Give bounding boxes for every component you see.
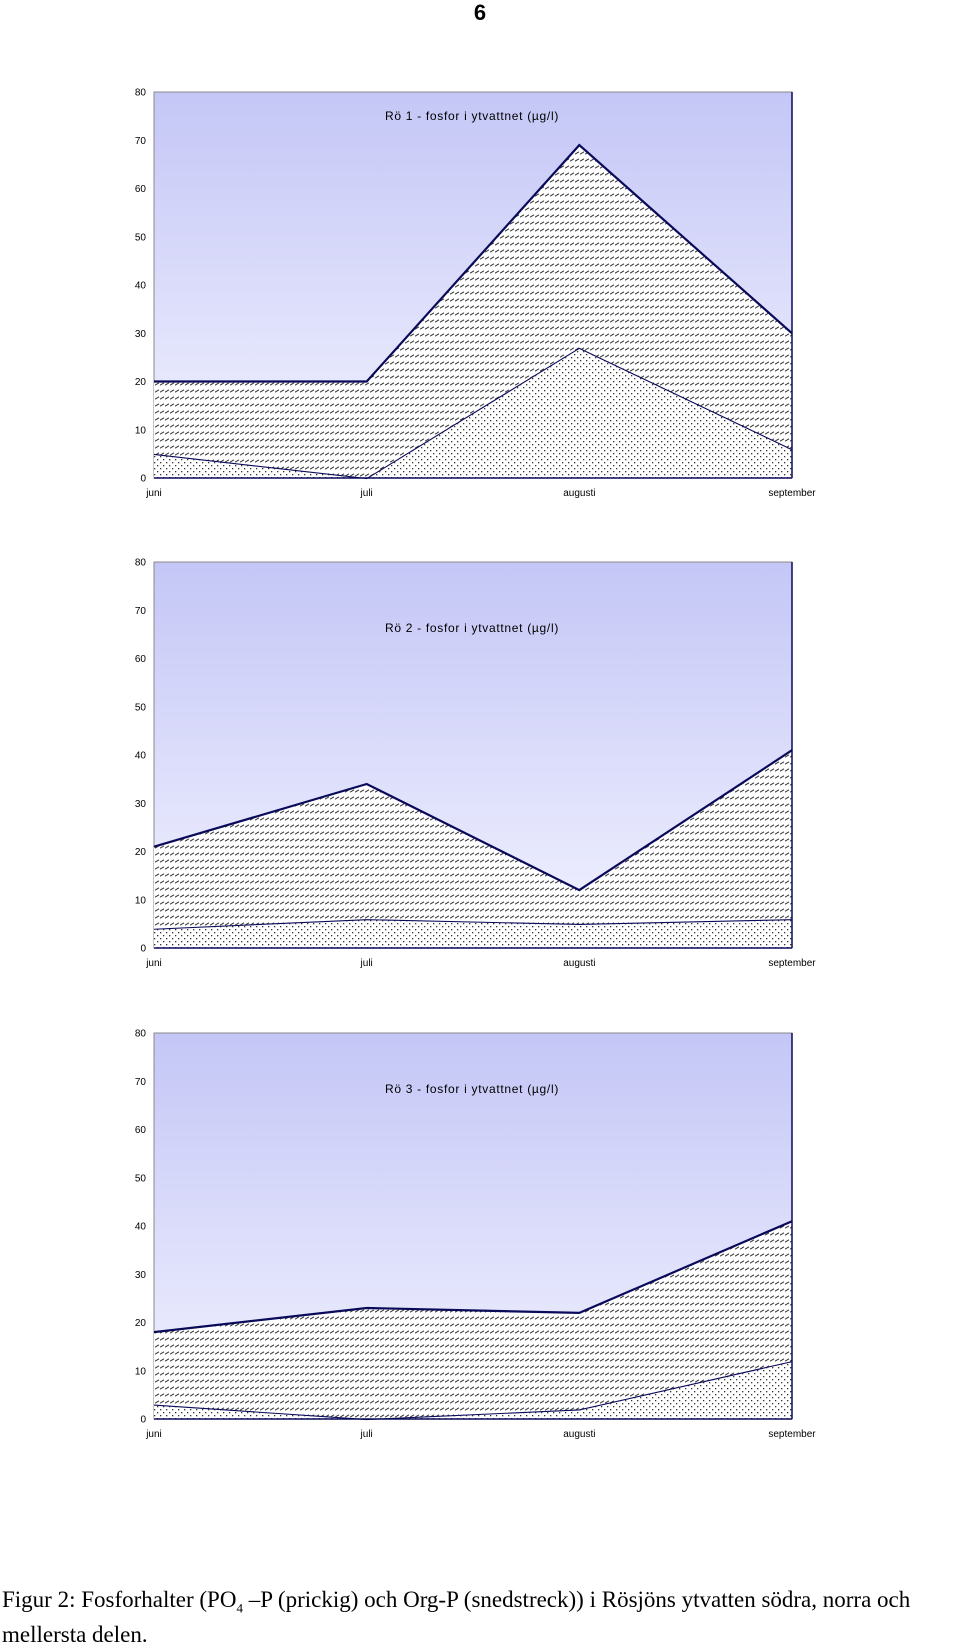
caption-text-end: –P (prickig) och Org-P (snedstreck)) i R… bbox=[2, 1587, 911, 1647]
y-tick-label: 0 bbox=[140, 1415, 146, 1426]
x-tick-label: juni bbox=[145, 488, 162, 499]
y-tick-label: 30 bbox=[135, 799, 147, 810]
y-tick-label: 20 bbox=[135, 377, 147, 388]
y-tick-label: 10 bbox=[135, 1366, 147, 1377]
x-tick-label: september bbox=[768, 958, 816, 969]
x-tick-label: augusti bbox=[563, 488, 595, 499]
x-tick-label: september bbox=[768, 1429, 816, 1440]
figure-caption: Figur 2: Fosforhalter (PO4 –P (prickig) … bbox=[2, 1587, 958, 1648]
y-tick-label: 70 bbox=[135, 1077, 147, 1088]
series-1-area bbox=[154, 1361, 792, 1419]
page-number: 6 bbox=[473, 0, 487, 25]
y-tick-label: 40 bbox=[135, 281, 147, 292]
y-tick-label: 80 bbox=[135, 1029, 147, 1040]
x-tick-label: juli bbox=[360, 958, 373, 969]
chart-svg: 0 10 20 30 40 50 60 70 80 juni juli augusti septembe… bbox=[135, 88, 816, 500]
chart-svg: 0 10 20 30 40 50 60 70 80 juni juli augusti septembe… bbox=[135, 1029, 816, 1441]
y-tick-label: 0 bbox=[140, 474, 146, 485]
y-tick-label: 80 bbox=[135, 558, 147, 569]
y-tick-label: 50 bbox=[135, 702, 147, 713]
y-tick-label: 20 bbox=[135, 847, 147, 858]
chart-title: Rö 2 - fosfor i ytvattnet (µg/l) bbox=[385, 621, 559, 635]
series-2-line bbox=[154, 143, 793, 383]
x-tick-label: september bbox=[768, 488, 816, 499]
y-tick-label: 10 bbox=[135, 425, 147, 436]
y-tick-label: 80 bbox=[135, 88, 147, 99]
y-tick-label: 40 bbox=[135, 751, 147, 762]
x-tick-label: juni bbox=[145, 1429, 162, 1440]
series-2-area bbox=[154, 145, 792, 478]
chart-title: Rö 1 - fosfor i ytvattnet (µg/l) bbox=[385, 109, 559, 123]
y-tick-label: 30 bbox=[135, 329, 147, 340]
x-tick-label: augusti bbox=[563, 958, 595, 969]
y-tick-label: 60 bbox=[135, 654, 147, 665]
x-tick-label: juni bbox=[145, 958, 162, 969]
chart-svg: 0 10 20 30 40 50 60 70 80 juni juli augusti septembe… bbox=[135, 558, 816, 970]
y-tick-label: 20 bbox=[135, 1318, 147, 1329]
chart-ro3: 0 10 20 30 40 50 60 70 80 juni juli augusti septembe… bbox=[0, 1021, 960, 1471]
y-tick-label: 50 bbox=[135, 232, 147, 243]
y-tick-label: 40 bbox=[135, 1222, 147, 1233]
y-tick-label: 60 bbox=[135, 184, 147, 195]
chart-title: Rö 3 - fosfor i ytvattnet (µg/l) bbox=[385, 1082, 559, 1096]
series-1-area bbox=[154, 919, 792, 948]
series-2-line bbox=[153, 749, 793, 892]
y-tick-label: 50 bbox=[135, 1173, 147, 1184]
y-tick-label: 70 bbox=[135, 606, 147, 617]
y-tick-label: 60 bbox=[135, 1125, 147, 1136]
y-tick-label: 10 bbox=[135, 895, 147, 906]
y-tick-label: 30 bbox=[135, 1270, 147, 1281]
x-tick-label: juli bbox=[360, 488, 373, 499]
x-tick-label: augusti bbox=[563, 1429, 595, 1440]
chart-ro2: 0 10 20 30 40 50 60 70 80 juni juli augusti septembe… bbox=[0, 550, 960, 1000]
caption-text-start: Figur 2: Fosforhalter (PO bbox=[2, 1587, 237, 1612]
series-2-area bbox=[154, 1221, 792, 1419]
x-tick-label: juli bbox=[360, 1429, 373, 1440]
y-tick-label: 0 bbox=[140, 944, 146, 955]
chart-ro1: 0 10 20 30 40 50 60 70 80 juni juli augusti septembe… bbox=[0, 80, 960, 530]
series-2-line bbox=[153, 1220, 793, 1334]
series-2-area bbox=[154, 750, 792, 929]
y-tick-label: 70 bbox=[135, 136, 147, 147]
caption-subscript: 4 bbox=[236, 1600, 243, 1616]
